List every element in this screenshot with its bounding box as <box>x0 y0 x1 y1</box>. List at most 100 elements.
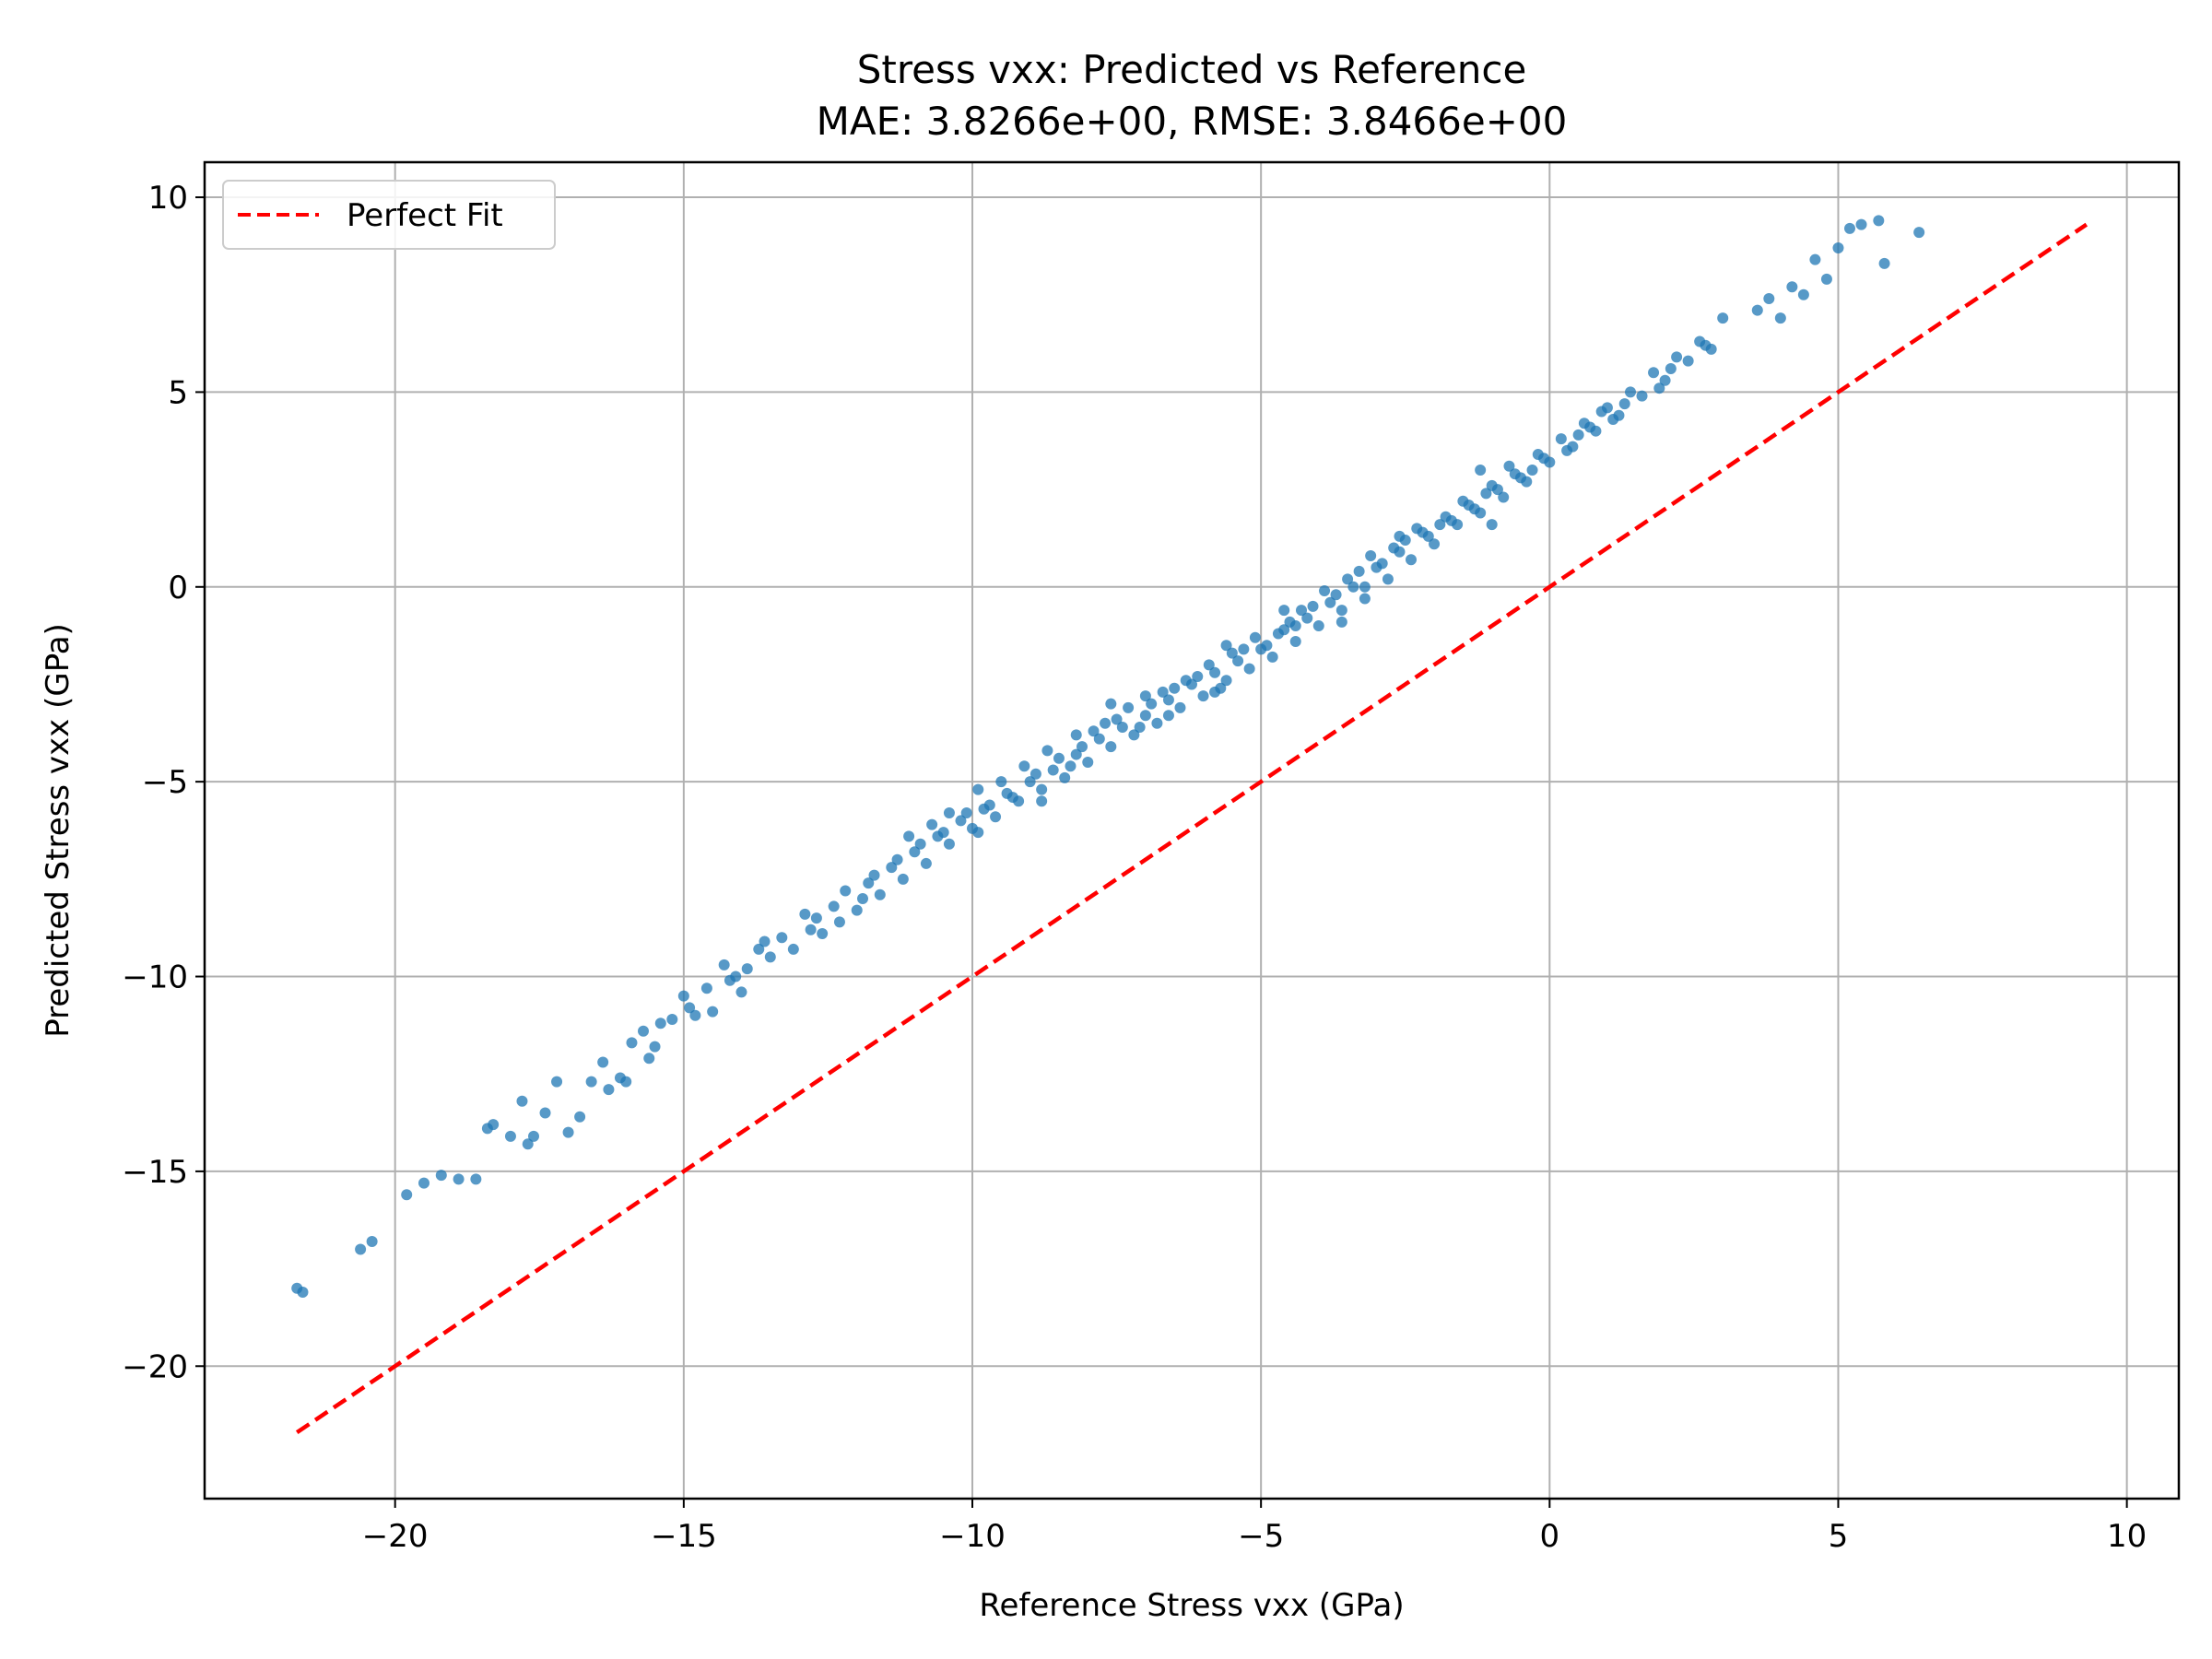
scatter-point <box>1226 647 1238 659</box>
scatter-point <box>926 818 938 830</box>
scatter-point <box>1105 698 1117 710</box>
scatter-point <box>1220 640 1232 652</box>
scatter-point <box>504 1130 516 1142</box>
scatter-point <box>741 963 753 975</box>
scatter-point <box>1406 554 1417 566</box>
scatter-point <box>355 1243 367 1255</box>
scatter-point <box>1873 215 1885 227</box>
y-tick-label: −15 <box>122 1154 188 1191</box>
scatter-point <box>585 1076 597 1088</box>
scatter-point <box>1700 339 1712 351</box>
scatter-point <box>1445 514 1457 526</box>
scatter-point <box>1266 651 1278 663</box>
scatter-point <box>297 1286 309 1298</box>
scatter-point <box>1434 519 1446 531</box>
scatter-point <box>776 932 788 944</box>
scatter-point <box>1146 698 1158 710</box>
perfect-fit-layer <box>295 222 2088 1434</box>
plot-frame <box>203 160 2181 1500</box>
scatter-point <box>666 1014 678 1026</box>
scatter-point <box>1169 682 1181 694</box>
scatter-point <box>1065 760 1077 772</box>
scatter-point <box>684 1002 696 1014</box>
scatter-point <box>753 943 765 955</box>
scatter-point <box>891 853 903 865</box>
y-tick-label: −5 <box>142 764 188 801</box>
scatter-point <box>1180 675 1192 687</box>
scatter-point <box>1070 729 1082 741</box>
scatter-point <box>1319 585 1331 597</box>
scatter-point <box>1209 686 1221 698</box>
y-tick-label: 10 <box>148 180 188 217</box>
scatter-point <box>1088 725 1100 737</box>
scatter-point <box>1913 227 1925 239</box>
scatter-point <box>649 1041 661 1053</box>
scatter-point <box>1763 292 1775 304</box>
scatter-point <box>638 1025 649 1037</box>
scatter-point <box>920 857 932 869</box>
scatter-point <box>1335 605 1347 617</box>
scatter-point <box>1618 398 1630 410</box>
legend: Perfect Fit <box>222 180 556 250</box>
scatter-point <box>1272 628 1284 640</box>
scatter-point <box>1653 382 1665 394</box>
scatter-point <box>1151 717 1163 729</box>
scatter-point <box>1162 710 1174 722</box>
scatter-point <box>1330 589 1342 601</box>
scatter-point <box>1526 464 1538 476</box>
scatter-point <box>626 1037 638 1049</box>
scatter-point <box>1429 538 1441 550</box>
scatter-point <box>1249 631 1261 643</box>
scatter-point <box>799 908 811 920</box>
scatter-point <box>886 862 898 874</box>
scatter-point <box>990 811 1002 823</box>
scatter-point <box>1538 453 1550 465</box>
y-tick-label: −10 <box>122 959 188 996</box>
scatter-point <box>1082 757 1094 769</box>
scatter-point <box>960 806 972 818</box>
scatter-point <box>470 1173 482 1185</box>
scatter-point <box>1324 596 1336 608</box>
x-tick-label: −10 <box>939 1518 1006 1555</box>
scatter-point <box>707 1006 719 1018</box>
scatter-point <box>1312 620 1324 632</box>
scatter-point <box>983 799 995 811</box>
scatter-point <box>1024 776 1036 788</box>
scatter-point <box>1105 741 1117 753</box>
scatter-point <box>654 1018 666 1030</box>
scatter-point <box>1394 530 1406 542</box>
scatter-point <box>1665 363 1677 375</box>
scatter-point <box>522 1138 534 1150</box>
scatter-point <box>1059 771 1071 783</box>
scatter-point <box>1365 549 1377 561</box>
scatter-point <box>863 877 875 889</box>
scatter-point <box>1128 729 1140 741</box>
scatter-point <box>1036 783 1048 795</box>
scatter-point <box>1134 721 1146 733</box>
scatter-point <box>943 838 955 850</box>
scatter-point <box>1123 701 1135 713</box>
scatter-point <box>574 1111 586 1123</box>
scatter-point <box>1659 374 1671 386</box>
scatter-point <box>828 900 840 912</box>
scatter-point <box>1006 792 1018 804</box>
scatter-point <box>764 951 776 963</box>
scatter-point <box>1797 288 1809 300</box>
scatter-point <box>1475 464 1487 476</box>
scatter-point <box>972 827 984 839</box>
scatter-point <box>1636 390 1648 402</box>
scatter-point <box>810 912 822 924</box>
x-tick-label: −5 <box>1238 1518 1284 1555</box>
scatter-point <box>1820 273 1832 285</box>
perfect-fit-line <box>295 222 2088 1434</box>
scatter-point <box>539 1107 551 1119</box>
scatter-point <box>1751 304 1763 316</box>
y-axis-ticks: −20 −15 −10 −5 0 5 10 <box>122 180 205 1385</box>
x-tick-label: −20 <box>362 1518 429 1555</box>
scatter-point <box>972 783 984 795</box>
scatter-point <box>1878 257 1890 269</box>
scatter-point <box>603 1084 615 1096</box>
scatter-point <box>1561 444 1573 456</box>
y-tick-label: 0 <box>168 570 188 606</box>
scatter-point <box>1503 460 1515 472</box>
